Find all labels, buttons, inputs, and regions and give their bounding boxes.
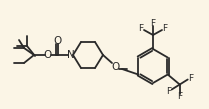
Text: F: F bbox=[188, 74, 193, 83]
Text: F: F bbox=[162, 24, 168, 32]
Text: O: O bbox=[112, 62, 120, 72]
Text: F: F bbox=[138, 24, 144, 32]
Text: F: F bbox=[150, 19, 155, 27]
Text: F: F bbox=[177, 92, 182, 101]
Text: O: O bbox=[53, 36, 61, 46]
Text: O: O bbox=[44, 50, 52, 60]
Text: N: N bbox=[67, 49, 74, 60]
Text: F: F bbox=[166, 87, 171, 96]
